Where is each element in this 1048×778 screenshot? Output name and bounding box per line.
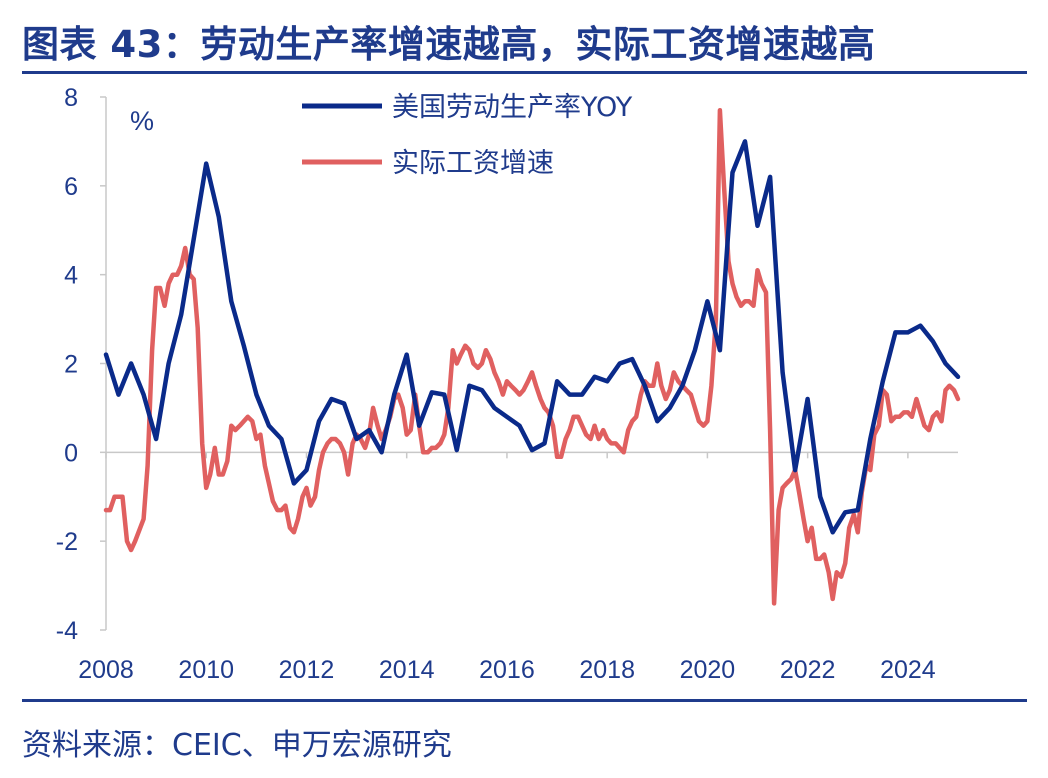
y-tick-label: 6 (64, 173, 78, 201)
real-wage-growth-line (103, 108, 961, 606)
x-axis-ticks: 2008 2010 2012 2014 2016 2018 2020 2022 2024 (78, 452, 936, 684)
x-tick-label: 2016 (479, 656, 535, 684)
y-tick-label: 0 (64, 439, 78, 467)
y-tick-label: 4 (64, 262, 78, 290)
x-tick-label: 2018 (579, 656, 635, 684)
y-axis-unit-label: % (130, 106, 154, 136)
x-tick-label: 2010 (178, 656, 234, 684)
y-tick-label: 2 (64, 351, 78, 379)
y-tick-label: 8 (64, 84, 78, 112)
y-tick-label: -2 (56, 528, 78, 556)
x-tick-label: 2022 (780, 656, 836, 684)
x-tick-label: 2008 (78, 656, 134, 684)
legend-label: 美国劳动生产率YOY (392, 92, 633, 123)
productivity-yoy-line (103, 139, 961, 535)
legend-label: 实际工资增速 (392, 148, 554, 179)
y-tick-label: -4 (56, 617, 78, 645)
source-divider (22, 699, 1027, 702)
legend: 美国劳动生产率YOY 实际工资增速 (302, 92, 633, 179)
title-divider (22, 71, 1027, 74)
x-tick-label: 2014 (379, 656, 435, 684)
x-tick-label: 2012 (279, 656, 335, 684)
x-tick-label: 2020 (680, 656, 736, 684)
y-axis-ticks: 8 6 4 2 0 -2 -4 (56, 84, 106, 645)
chart-title: 图表 43：劳动生产率增速越高，实际工资增速越高 (22, 23, 876, 66)
source-note: 资料来源：CEIC、申万宏源研究 (22, 728, 452, 763)
x-tick-label: 2024 (880, 656, 936, 684)
series-lines (103, 108, 961, 606)
